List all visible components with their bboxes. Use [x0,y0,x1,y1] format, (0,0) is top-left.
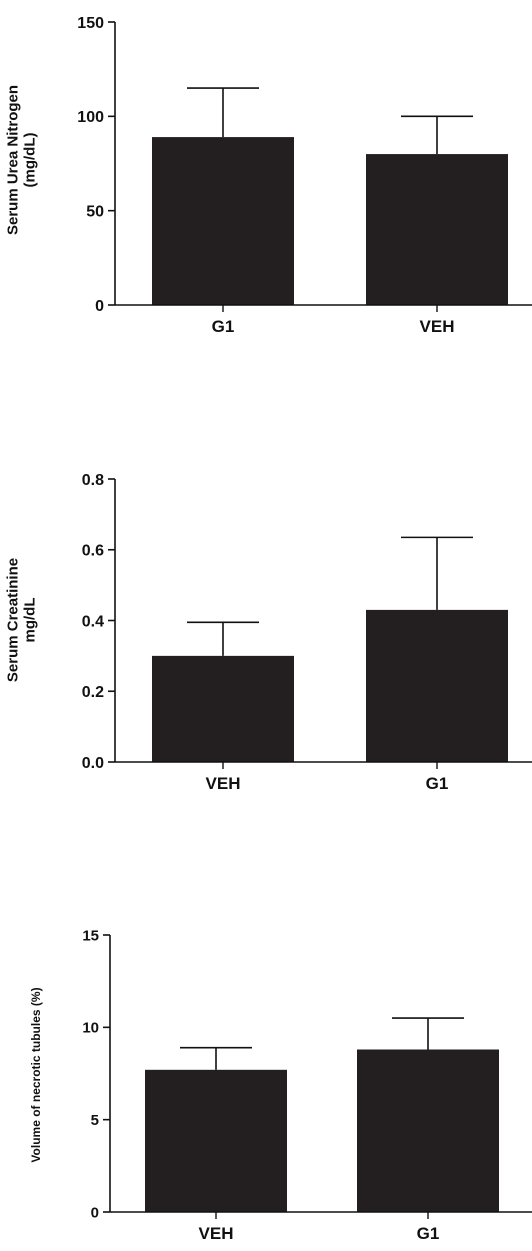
bar-g1 [366,609,508,762]
bar-veh [152,655,294,762]
y-tick-label: 0.8 [82,472,104,489]
y-tick-label: 150 [77,15,104,32]
bar-veh [366,154,508,305]
y-tick-label: 0.6 [82,543,104,560]
bar-veh [145,1069,287,1212]
y-tick-label: 15 [82,927,99,944]
chart-panel-serum-urea-nitrogen: G1 VEH 0 50 100 150 Serum Urea Nitrogen (mg/dL) [5,15,532,336]
y-tick-label: 0.2 [82,684,104,701]
x-tick-label: G1 [426,774,449,793]
x-tick-label: G1 [212,317,235,336]
y-tick-label: 100 [77,109,104,126]
x-tick-label: VEH [206,774,241,793]
chart-panel-necrotic-tubules: VEH G1 0 5 10 15 Volume of necrotic tubules (%… [29,927,532,1243]
y-tick-label: 0 [95,298,104,315]
x-tick-label: G1 [417,1224,440,1243]
bar-g1 [357,1049,499,1212]
y-tick-label: 0 [91,1204,99,1221]
y-tick-label: 10 [82,1020,99,1037]
y-axis-title-line-2: mg/dL [22,598,39,643]
bar-g1 [152,137,294,305]
y-tick-label: 5 [91,1112,99,1129]
x-tick-label: VEH [199,1224,234,1243]
y-tick-label: 50 [86,203,104,220]
chart-panel-serum-creatinine: VEH G1 0.0 0.2 0.4 0.6 0.8 Serum Creatinine mg/d… [5,472,532,793]
y-axis-title-line-1: Volume of necrotic tubules (%) [29,987,43,1162]
y-tick-label: 0.4 [82,613,104,630]
y-axis-title-line-2: (mg/dL) [22,133,39,188]
y-tick-label: 0.0 [82,755,104,772]
x-tick-label: VEH [420,317,455,336]
y-axis-title-line-1: Serum Creatinine [5,558,22,682]
y-axis-title-line-1: Serum Urea Nitrogen [5,85,22,235]
